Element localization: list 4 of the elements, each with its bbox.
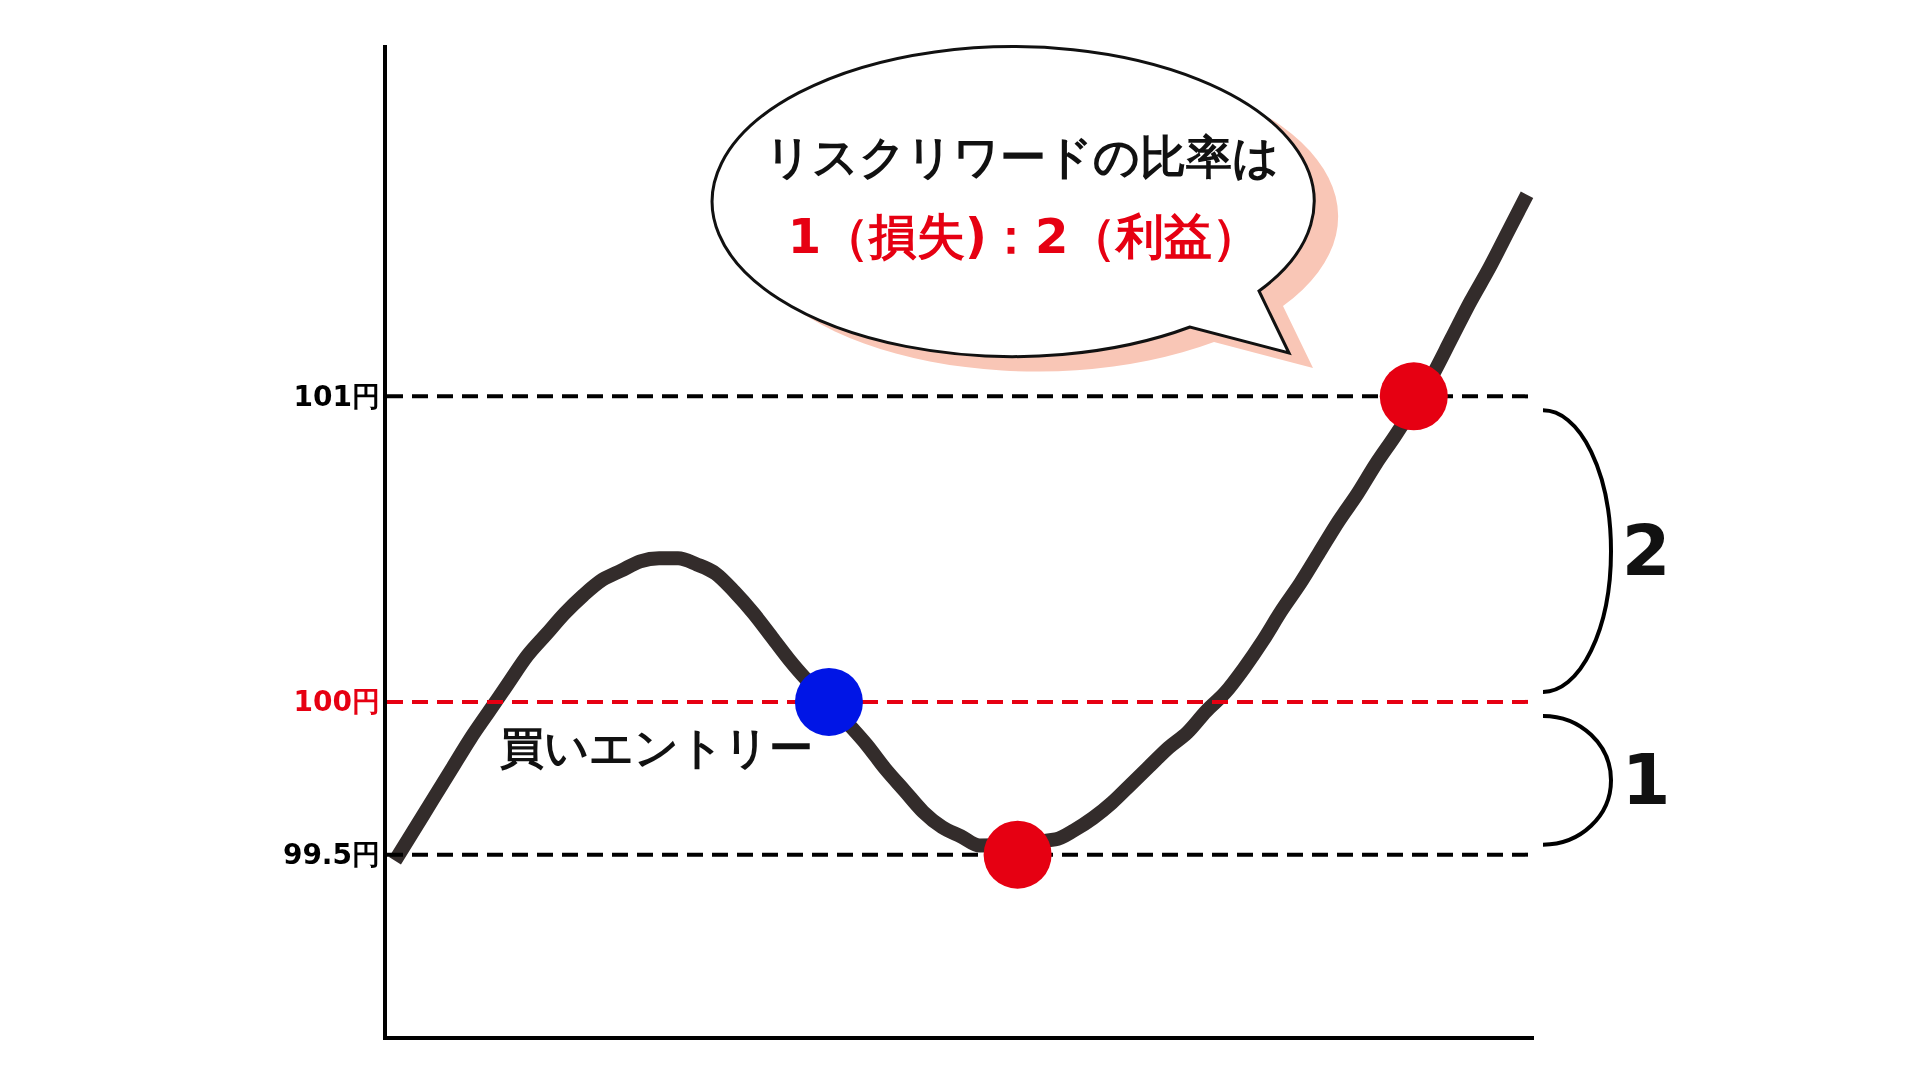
title: リスクリワードの比率は	[765, 130, 1279, 184]
annotation: 1	[1621, 739, 1671, 822]
annotation: 2	[1621, 510, 1671, 593]
subtitle: 1（損失)：2（利益）	[787, 208, 1261, 264]
